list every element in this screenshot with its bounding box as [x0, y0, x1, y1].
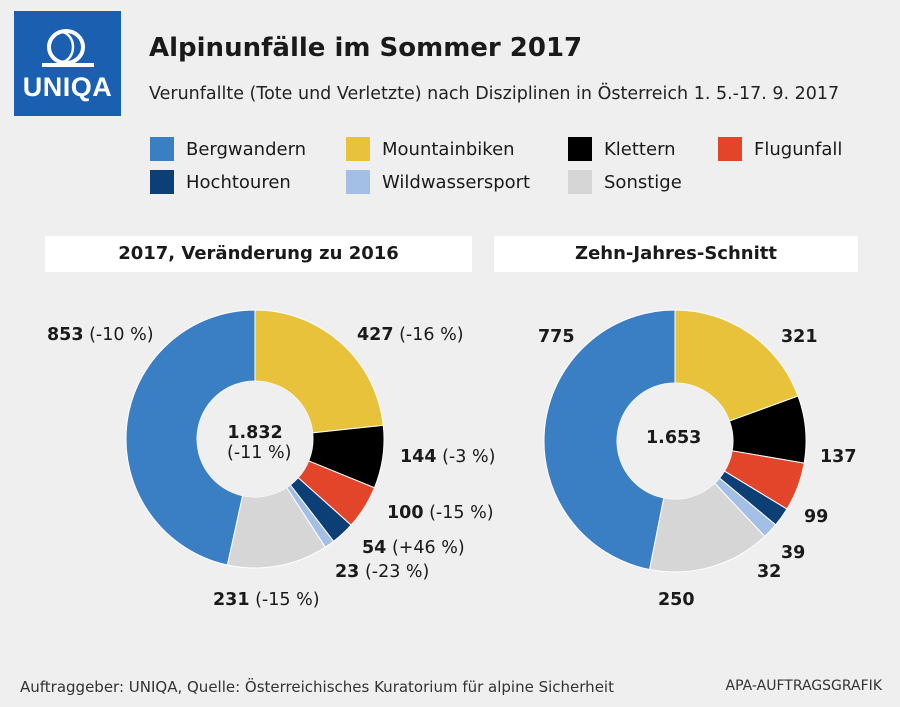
data-label: 54 (+46 %)	[362, 538, 465, 558]
data-label: 99	[804, 507, 828, 527]
legend-label: Mountainbiken	[382, 138, 515, 160]
data-label: 137	[820, 447, 857, 467]
credit: APA-AUFTRAGSGRAFIK	[725, 678, 883, 694]
data-value: 39	[781, 543, 806, 563]
legend-label: Sonstige	[604, 171, 682, 193]
uniqa-logo: UNIQA	[14, 11, 121, 116]
legend-swatch	[150, 170, 174, 194]
chart-title-right: Zehn-Jahres-Schnitt	[494, 236, 858, 272]
legend-item: Flugunfall	[718, 137, 842, 161]
data-value: 427	[357, 325, 394, 345]
center-total-change: (-11 %)	[227, 443, 292, 463]
data-change: (-16 %)	[399, 325, 464, 345]
data-value: 775	[538, 327, 575, 347]
data-label: 321	[781, 327, 818, 347]
data-value: 144	[400, 447, 437, 467]
legend-swatch	[150, 137, 174, 161]
data-value: 100	[387, 503, 424, 523]
data-label: 100 (-15 %)	[387, 503, 494, 523]
logo-text: UNIQA	[22, 72, 113, 102]
data-value: 137	[820, 447, 857, 467]
data-value: 231	[213, 590, 250, 610]
data-label: 250	[658, 590, 695, 610]
page-title: Alpinunfälle im Sommer 2017	[149, 33, 583, 63]
legend-item: Hochtouren	[150, 170, 291, 194]
data-label: 853 (-10 %)	[47, 325, 154, 345]
data-value: 32	[757, 562, 782, 582]
legend-item: Klettern	[568, 137, 676, 161]
legend-item: Mountainbiken	[346, 137, 515, 161]
center-total-left: 1.832 (-11 %)	[227, 423, 291, 463]
data-label: 39	[781, 543, 805, 563]
data-label: 23 (-23 %)	[335, 562, 429, 582]
legend-swatch	[346, 137, 370, 161]
legend-swatch	[568, 170, 592, 194]
legend-item: Wildwassersport	[346, 170, 530, 194]
data-label: 144 (-3 %)	[400, 447, 495, 467]
center-total-right: 1.653	[646, 428, 702, 448]
legend-label: Flugunfall	[754, 138, 843, 160]
data-change: (-10 %)	[89, 325, 154, 345]
legend-swatch	[718, 137, 742, 161]
data-label: 427 (-16 %)	[357, 325, 464, 345]
data-change: (-15 %)	[255, 590, 320, 610]
source-note: Auftraggeber: UNIQA, Quelle: Österreichi…	[20, 678, 614, 696]
data-value: 23	[335, 562, 360, 582]
data-value: 250	[658, 590, 695, 610]
legend-swatch	[568, 137, 592, 161]
data-label: 231 (-15 %)	[213, 590, 320, 610]
center-total-value: 1.832	[227, 423, 283, 443]
data-value: 321	[781, 327, 818, 347]
legend-label: Bergwandern	[186, 138, 307, 160]
legend-label: Hochtouren	[186, 171, 291, 193]
data-value: 54	[362, 538, 387, 558]
logo-loop-icon	[42, 29, 94, 67]
data-label: 775	[538, 327, 575, 347]
donut-hole	[617, 383, 733, 499]
legend-item: Bergwandern	[150, 137, 306, 161]
legend-label: Wildwassersport	[382, 171, 531, 193]
data-value: 853	[47, 325, 84, 345]
legend-item: Sonstige	[568, 170, 682, 194]
chart-title-left: 2017, Veränderung zu 2016	[45, 236, 472, 272]
data-change: (-3 %)	[442, 447, 496, 467]
data-change: (+46 %)	[391, 538, 465, 558]
data-change: (-15 %)	[429, 503, 494, 523]
donut-hole	[197, 381, 313, 497]
legend-swatch	[346, 170, 370, 194]
subtitle: Verunfallte (Tote und Verletzte) nach Di…	[149, 84, 840, 104]
legend-label: Klettern	[604, 138, 676, 160]
data-change: (-23 %)	[364, 562, 430, 582]
data-value: 99	[804, 507, 829, 527]
data-label: 32	[757, 562, 781, 582]
